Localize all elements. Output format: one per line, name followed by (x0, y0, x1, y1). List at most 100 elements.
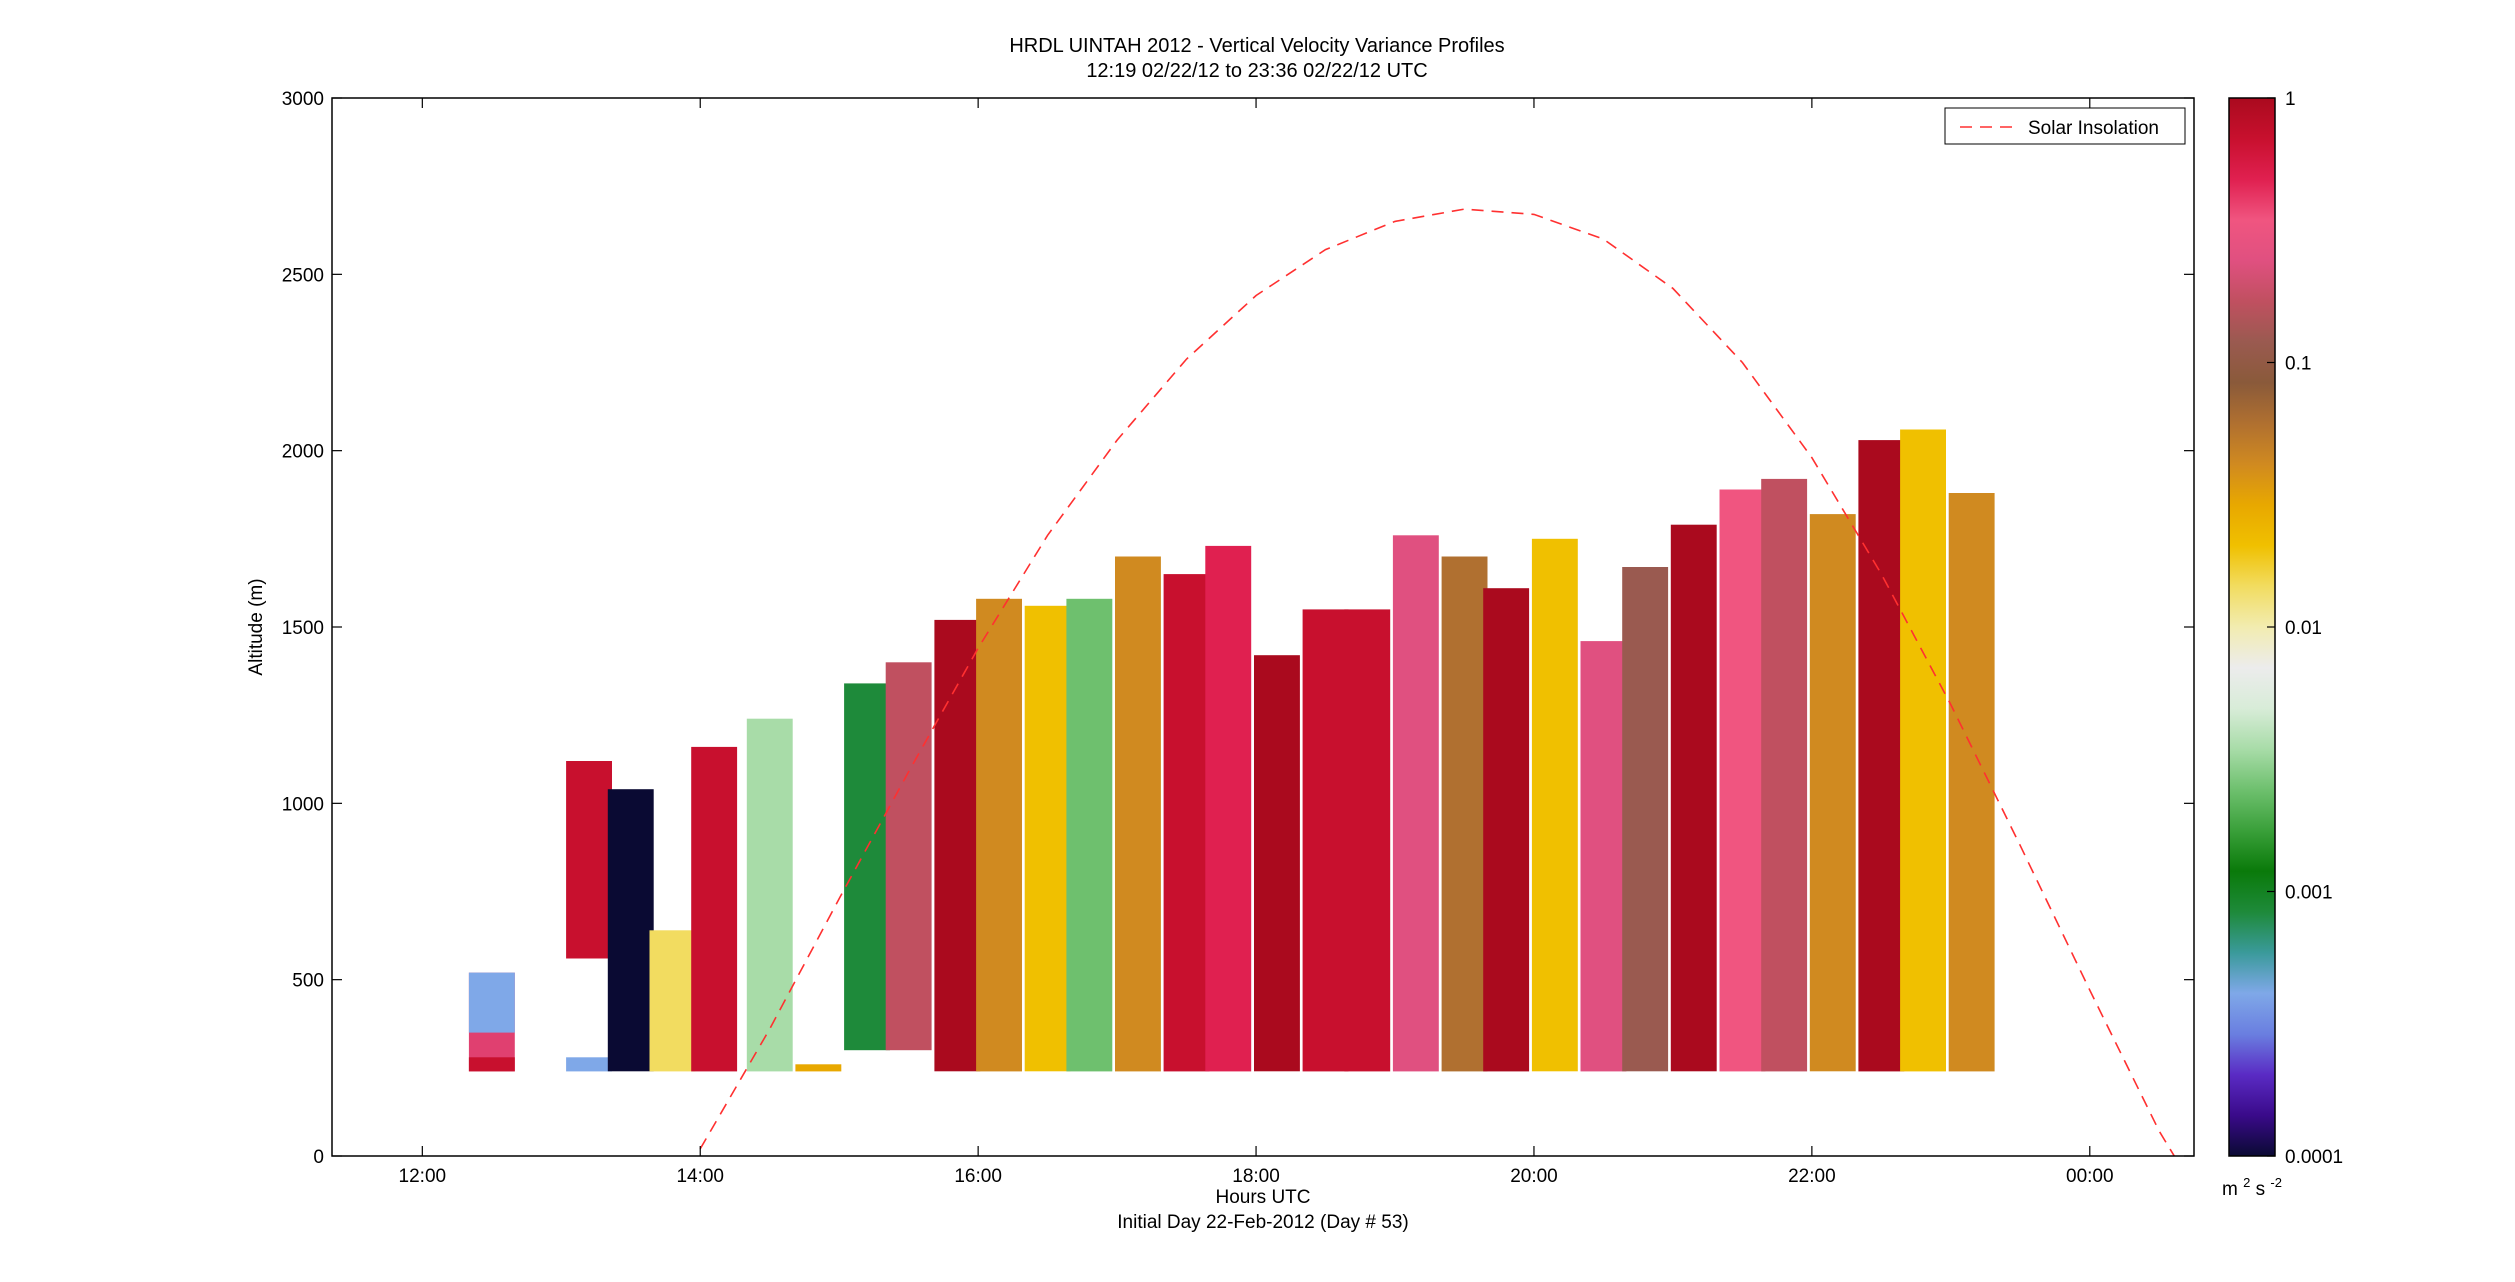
profile-column (1441, 556, 1488, 1072)
colorbar-unit: m 2 s -2 (2222, 1171, 2282, 1200)
legend-box (1944, 107, 2186, 145)
profile-cell (1163, 574, 1210, 1072)
legend-label: Solar Insolation (2028, 118, 2159, 139)
chart-title: HRDL UINTAH 2012 - Vertical Velocity Var… (1009, 35, 1504, 57)
colorbar-unit-base: m (2222, 1179, 2238, 1200)
chart-subtitle: 12:19 02/22/12 to 23:36 02/22/12 UTC (1086, 60, 1427, 82)
profile-cell (1900, 429, 1946, 1072)
profile-column (1900, 429, 1946, 1072)
profile-cell (1761, 478, 1808, 1072)
colorbar-unit-exp2: -2 (2270, 1175, 2282, 1190)
colorbar-tick-label: 0.0001 (2285, 1147, 2343, 1168)
profile-column (1344, 609, 1391, 1072)
profile-cell (468, 972, 515, 1033)
profile-cell (1580, 641, 1627, 1072)
profile-column (795, 1064, 842, 1072)
profile-cell (1066, 598, 1113, 1072)
colorbar-tick-label: 0.01 (2285, 618, 2322, 639)
colorbar-tick-label: 0.001 (2285, 883, 2333, 904)
profile-cell (1670, 524, 1717, 1072)
profile-cell (1858, 440, 1905, 1072)
profile-cell (691, 746, 738, 1072)
profile-column (1719, 489, 1766, 1072)
profile-column (1622, 567, 1669, 1072)
profile-column (1670, 524, 1717, 1072)
profile-column (1809, 514, 1856, 1072)
x-tick-label: 20:00 (1510, 1166, 1558, 1187)
profile-column (1483, 588, 1530, 1072)
profile-cell (885, 662, 932, 1051)
profile-cell (468, 1057, 515, 1072)
colorbar-unit-exp1: 2 (2243, 1175, 2250, 1190)
profile-cell (1302, 609, 1349, 1072)
profile-column (1254, 655, 1300, 1072)
profile-column (1948, 493, 1995, 1072)
profile-column (607, 789, 654, 1072)
profile-column (1580, 641, 1627, 1072)
profile-cell (934, 619, 981, 1072)
profile-cell (1531, 538, 1578, 1072)
y-axis-label: Altitude (m) (246, 578, 267, 675)
solar-insolation-line (699, 208, 2176, 1156)
colorbar-ticks: 1 0.1 0.01 0.001 0.0001 (2267, 89, 2343, 1168)
profile-column (1205, 545, 1252, 1072)
profile-cell (976, 598, 1022, 1072)
y-tick-label: 2000 (282, 442, 324, 463)
y-tick-label: 0 (313, 1147, 324, 1168)
x-axis-sublabel: Initial Day 22-Feb-2012 (Day # 53) (1117, 1212, 1408, 1233)
x-axis-label: Hours UTC (1215, 1187, 1310, 1208)
profile-column (976, 598, 1022, 1072)
profile-column (1531, 538, 1578, 1072)
colorbar-tick-label: 0.1 (2285, 354, 2311, 375)
x-tick-label: 12:00 (399, 1166, 447, 1187)
profile-column (1392, 535, 1439, 1072)
profile-column (844, 683, 890, 1051)
y-tick-label: 1000 (282, 794, 324, 815)
profile-column (1115, 556, 1161, 1072)
axis-ticks: 12:00 14:00 16:00 18:00 20:00 22:00 00:00 0 500 1… (282, 89, 2194, 1187)
solar-insolation-layer (699, 208, 2176, 1156)
profile-column (468, 972, 515, 1072)
profile-cell (1254, 655, 1300, 1072)
x-tick-label: 00:00 (2066, 1166, 2114, 1187)
profile-cell (1809, 514, 1856, 1072)
profile-column (1163, 574, 1210, 1072)
y-tick-label: 1500 (282, 618, 324, 639)
profile-cell (746, 718, 793, 1072)
y-tick-label: 2500 (282, 265, 324, 286)
profile-cell (1115, 556, 1161, 1072)
profile-cell (1719, 489, 1766, 1072)
x-tick-label: 22:00 (1788, 1166, 1836, 1187)
profile-cell (1441, 556, 1488, 1072)
legend: Solar Insolation (1944, 107, 2186, 145)
y-tick-label: 3000 (282, 89, 324, 110)
profile-cell (566, 761, 612, 959)
profile-column (1024, 605, 1071, 1072)
profile-column (691, 746, 738, 1072)
profile-cell (1344, 609, 1391, 1072)
profile-column (1066, 598, 1113, 1072)
x-tick-label: 18:00 (1232, 1166, 1280, 1187)
profile-cell (1392, 535, 1439, 1072)
profile-column (934, 619, 981, 1072)
profile-cell (566, 1057, 612, 1072)
profile-column (566, 761, 612, 1072)
x-tick-label: 14:00 (676, 1166, 724, 1187)
profile-column (1761, 478, 1808, 1072)
y-tick-label: 500 (292, 971, 324, 992)
profile-cell (1948, 493, 1995, 1072)
profile-cell (1483, 588, 1530, 1072)
profile-cell (795, 1064, 842, 1072)
heatmap-layer (468, 429, 1995, 1072)
profile-column (746, 718, 793, 1072)
colorbar-tick-label: 1 (2285, 89, 2296, 110)
x-tick-label: 16:00 (954, 1166, 1002, 1187)
colorbar: 1 0.1 0.01 0.001 0.0001 m 2 s -2 (2222, 89, 2343, 1200)
profile-cell (1024, 605, 1071, 1072)
profile-cell (1622, 567, 1669, 1072)
profile-column (1302, 609, 1349, 1072)
profile-cell (649, 930, 696, 1072)
profile-cell (607, 789, 654, 1072)
profile-cell (844, 683, 890, 1051)
